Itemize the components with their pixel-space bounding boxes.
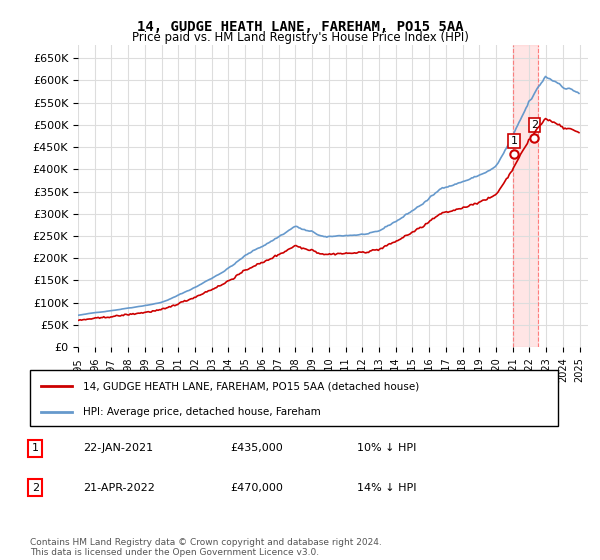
Text: 1: 1: [511, 136, 517, 146]
Text: 2: 2: [32, 483, 39, 493]
Text: HPI: Average price, detached house, Fareham: HPI: Average price, detached house, Fare…: [83, 407, 320, 417]
FancyBboxPatch shape: [30, 370, 558, 426]
Text: 2: 2: [531, 120, 538, 130]
Text: 14, GUDGE HEATH LANE, FAREHAM, PO15 5AA (detached house): 14, GUDGE HEATH LANE, FAREHAM, PO15 5AA …: [83, 381, 419, 391]
Text: Price paid vs. HM Land Registry's House Price Index (HPI): Price paid vs. HM Land Registry's House …: [131, 31, 469, 44]
Text: £435,000: £435,000: [230, 444, 283, 454]
Text: 14, GUDGE HEATH LANE, FAREHAM, PO15 5AA: 14, GUDGE HEATH LANE, FAREHAM, PO15 5AA: [137, 20, 463, 34]
Bar: [513, 45, 538, 347]
Text: Contains HM Land Registry data © Crown copyright and database right 2024.
This d: Contains HM Land Registry data © Crown c…: [30, 538, 382, 557]
Text: 10% ↓ HPI: 10% ↓ HPI: [358, 444, 417, 454]
Text: 1: 1: [32, 444, 39, 454]
Text: £470,000: £470,000: [230, 483, 284, 493]
Text: 14% ↓ HPI: 14% ↓ HPI: [358, 483, 417, 493]
Text: 22-JAN-2021: 22-JAN-2021: [83, 444, 153, 454]
Text: 21-APR-2022: 21-APR-2022: [83, 483, 155, 493]
